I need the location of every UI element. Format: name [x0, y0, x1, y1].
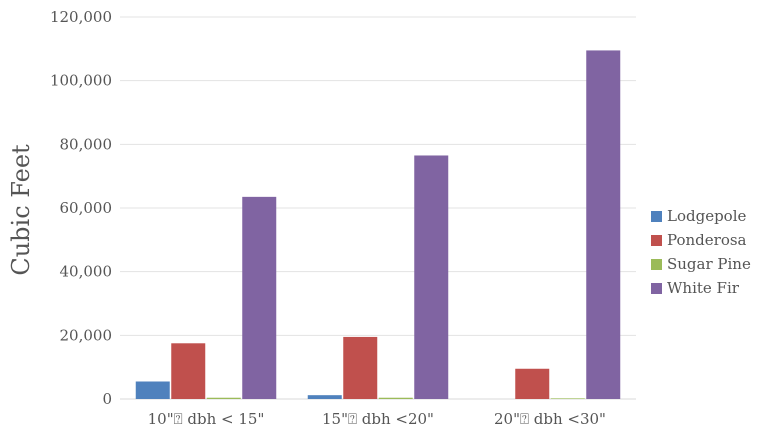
bar-ponderosa	[343, 336, 378, 399]
bar-sugar-pine	[550, 398, 585, 399]
legend-label: Ponderosa	[667, 231, 747, 249]
x-axis-categories: 10"⍰ dbh < 15" 15"⍰ dbh <20" 20"⍰ dbh <30"	[148, 410, 606, 428]
x-category-label: 20"⍰ dbh <30"	[494, 410, 606, 428]
bar-white-fir	[414, 155, 449, 399]
bar-sugar-pine	[206, 397, 241, 399]
legend-swatch	[651, 234, 662, 246]
legend-swatch	[651, 282, 662, 294]
legend-label: White Fir	[667, 279, 739, 297]
bar-white-fir	[242, 196, 277, 399]
legend-swatch	[651, 258, 662, 270]
y-tick-label: 80,000	[60, 135, 113, 153]
y-axis-label: Cubic Feet	[7, 144, 35, 276]
y-tick-label: 20,000	[60, 326, 113, 344]
legend-label: Sugar Pine	[667, 255, 751, 273]
y-tick-label: 0	[102, 390, 112, 408]
bar-ponderosa	[171, 343, 206, 399]
bar-sugar-pine	[378, 397, 413, 399]
bar-lodgepole	[307, 395, 342, 399]
bar-lodgepole	[135, 381, 170, 399]
legend-swatch	[651, 210, 662, 222]
grid-lines	[120, 16, 636, 400]
legend-item: Lodgepole	[651, 204, 751, 228]
legend-label: Lodgepole	[667, 207, 747, 225]
bars	[135, 50, 621, 400]
y-tick-label: 120,000	[50, 8, 112, 26]
x-category-label: 15"⍰ dbh <20"	[322, 410, 434, 428]
y-tick-label: 40,000	[60, 263, 113, 281]
bar-ponderosa	[515, 368, 550, 399]
legend-item: Sugar Pine	[651, 252, 751, 276]
y-axis-ticks: 0 20,000 40,000 60,000 80,000 100,000 120,000	[50, 8, 112, 408]
y-tick-label: 60,000	[60, 199, 113, 217]
y-tick-label: 100,000	[50, 72, 112, 90]
legend-item: Ponderosa	[651, 228, 751, 252]
legend: Lodgepole Ponderosa Sugar Pine White Fir	[651, 204, 751, 300]
x-category-label: 10"⍰ dbh < 15"	[148, 410, 265, 428]
legend-item: White Fir	[651, 276, 751, 300]
bar-white-fir	[586, 50, 621, 400]
